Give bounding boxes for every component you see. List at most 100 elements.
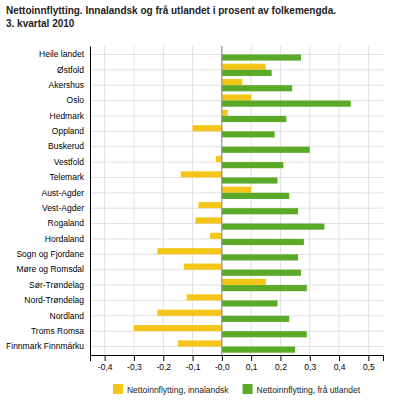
bar (222, 64, 266, 70)
bar (222, 70, 272, 76)
x-tick-mark (310, 355, 311, 361)
x-tick-label: 0,2 (275, 362, 287, 372)
y-tick-label: Nord-Trøndelag (24, 295, 84, 305)
x-axis-line (91, 356, 384, 362)
y-tick-label: Troms Romsa (31, 326, 84, 336)
x-grid-line (221, 46, 222, 355)
legend-label: Nettoinnflytting, innalandsk (127, 385, 229, 395)
bar (195, 217, 221, 223)
bar (222, 147, 310, 153)
y-tick: Rogaland (48, 218, 85, 228)
bar (222, 162, 284, 168)
y-tick: Vestfold (54, 157, 85, 167)
bar (222, 131, 275, 137)
bar (222, 347, 295, 353)
x-tick: 0,4 (334, 355, 346, 372)
x-tick-mark (222, 355, 223, 361)
background (0, 0, 399, 401)
x-grid-line (280, 46, 281, 355)
x-tick: -0,3 (127, 355, 142, 372)
x-tick-label: 0,3 (304, 362, 316, 372)
y-tick-label: Vest-Agder (42, 203, 84, 213)
bar (222, 270, 301, 276)
bar (222, 279, 266, 285)
x-grid-line (163, 46, 164, 355)
x-tick-label: 0,4 (334, 362, 346, 372)
bar (222, 85, 292, 91)
bar (222, 331, 307, 337)
y-tick: Akershus (49, 80, 84, 90)
legend-label: Nettoinnflytting, frå utlandet (257, 385, 361, 395)
y-tick: Hedmark (50, 111, 85, 121)
y-axis: Heile landetØstfoldAkershusOsloHedmarkOp… (6, 47, 90, 356)
grid (90, 46, 383, 355)
x-tick-label: -0,0 (215, 362, 230, 372)
x-tick-mark (339, 355, 340, 361)
bar (134, 325, 222, 331)
y-tick-label: Hordaland (45, 234, 84, 244)
bar (222, 101, 351, 107)
x-tick: -0,2 (156, 355, 171, 372)
y-tick-label: Heile landet (39, 49, 85, 59)
y-tick-label: Møre og Romsdal (16, 264, 84, 274)
x-tick: -0,0 (215, 355, 230, 372)
bar (222, 316, 289, 322)
x-tick: 0,3 (304, 355, 316, 372)
bar (222, 79, 243, 85)
x-tick: -0,4 (98, 355, 113, 372)
x-tick-mark (251, 355, 252, 361)
bar (222, 193, 289, 199)
bar (222, 300, 278, 306)
legend: Nettoinnflytting, innalandsk Nettoinnflyt… (113, 384, 361, 395)
y-tick-label: Oslo (67, 95, 85, 105)
bar (198, 202, 221, 208)
x-tick-mark (105, 355, 106, 361)
x-grid-line (251, 46, 252, 355)
y-tick: Sør-Trøndelag (29, 280, 84, 290)
x-tick-label: 0,1 (246, 362, 258, 372)
x-grid-line (104, 46, 105, 355)
legend-item: Nettoinnflytting, innalandsk (113, 384, 229, 395)
bar (222, 94, 251, 100)
subtitle: 3. kvartal 2010 (6, 18, 75, 29)
bar (181, 171, 222, 177)
x-grid-line (309, 46, 310, 355)
y-tick: Vest-Agder (42, 203, 84, 213)
y-tick-label: Sogn og Fjordane (16, 249, 84, 259)
y-tick: Sogn og Fjordane (16, 249, 84, 259)
bar (222, 224, 325, 230)
y-tick-label: Aust-Agder (41, 188, 84, 198)
bar (222, 116, 286, 122)
y-tick-label: Østfold (57, 65, 84, 75)
x-tick-label: 0,5 (363, 362, 375, 372)
y-tick: Heile landet (39, 49, 85, 59)
bar (193, 125, 222, 131)
y-tick: Nord-Trøndelag (24, 295, 84, 305)
x-tick-label: -0,1 (186, 362, 201, 372)
y-tick: Østfold (57, 65, 84, 75)
bar (157, 248, 221, 254)
y-tick-label: Nordland (50, 311, 85, 321)
x-tick-mark (368, 355, 369, 361)
y-tick: Oslo (67, 95, 85, 105)
y-tick-label: Telemark (50, 172, 85, 182)
x-grid-line (368, 46, 369, 355)
y-tick: Møre og Romsdal (16, 264, 84, 274)
bar (222, 110, 228, 116)
legend-swatch (243, 384, 253, 394)
y-tick-label: Hedmark (50, 111, 85, 121)
y-tick: Telemark (50, 172, 85, 182)
bar (222, 187, 251, 193)
y-tick: Aust-Agder (41, 188, 84, 198)
bar (222, 208, 298, 214)
y-tick: Nordland (50, 311, 85, 321)
chart: Nettoinnflytting. Innalandsk og frå utla… (0, 0, 399, 401)
x-axis: -0,4 -0,3 -0,2 -0,1 -0,0 0,1 0,2 0,3 0,4 0,5 (91, 355, 384, 372)
x-grid-line (192, 46, 193, 355)
x-tick-mark (193, 355, 194, 361)
x-tick: 0,5 (363, 355, 375, 372)
x-tick-mark (280, 355, 281, 361)
x-tick-label: -0,2 (156, 362, 171, 372)
bar (157, 310, 221, 316)
zero-line (221, 46, 222, 355)
